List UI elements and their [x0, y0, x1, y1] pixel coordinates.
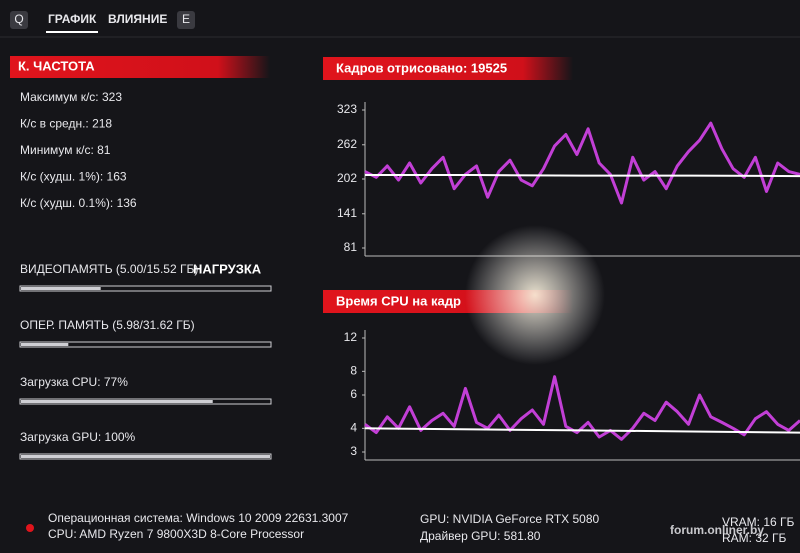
info: RAM: 32 ГБ: [722, 531, 787, 545]
y-tick-label: 262: [337, 137, 357, 151]
y-tick-label: 323: [337, 102, 357, 116]
key-label: E: [182, 12, 190, 26]
bar-label: ОПЕР. ПАМЯТЬ (5.98/31.62 ГБ): [20, 318, 195, 332]
y-tick-label: 3: [350, 444, 357, 458]
average-line: [364, 427, 800, 434]
y-tick-label: 4: [350, 421, 357, 435]
bar-label: Загрузка CPU: 77%: [20, 375, 128, 389]
y-tick-label: 81: [344, 240, 358, 254]
frame-line: [364, 375, 800, 441]
header: НАГРУЗКА: [193, 261, 262, 276]
info: VRAM: 16 ГБ: [722, 515, 795, 529]
bar-track: [19, 341, 272, 348]
y-tick-label: 141: [337, 206, 357, 220]
stat: К/с (худш. 1%): 163: [20, 170, 127, 184]
header-bar: [10, 56, 270, 78]
info: Драйвер GPU: 581.80: [420, 529, 541, 543]
average-line: [365, 174, 800, 178]
bar-track: [19, 285, 272, 292]
bar-fill: [21, 400, 213, 403]
tab[interactable]: ГРАФИК: [48, 12, 97, 26]
stat: Максимум к/с: 323: [20, 90, 122, 104]
bar-track: [19, 398, 272, 405]
info: GPU: NVIDIA GeForce RTX 5080: [420, 512, 600, 526]
header-bar: [323, 57, 573, 80]
key-label: Q: [14, 12, 23, 26]
frame-line: [364, 121, 800, 205]
stat: К/с (худш. 0.1%): 136: [20, 196, 137, 210]
glare: [465, 225, 605, 365]
chart-title: Время CPU на кадр: [336, 293, 461, 308]
tab[interactable]: ВЛИЯНИЕ: [108, 12, 167, 26]
bar-label: Загрузка GPU: 100%: [20, 430, 136, 444]
bar-label: ВИДЕОПАМЯТЬ (5.00/15.52 ГБ): [20, 262, 198, 276]
bar-fill: [21, 343, 69, 346]
info: Операционная система: Windows 10 2009 22…: [48, 511, 349, 525]
y-tick-label: 12: [344, 330, 358, 344]
key-box: [177, 11, 195, 29]
bar-track: [19, 453, 272, 460]
info: CPU: AMD Ryzen 7 9800X3D 8-Core Processo…: [48, 527, 304, 541]
key-box: [10, 11, 28, 29]
stat: К/с в средн.: 218: [20, 117, 112, 131]
y-tick-label: 6: [350, 387, 357, 401]
bar-fill: [21, 455, 270, 458]
chart-title: Кадров отрисовано: 19525: [336, 60, 507, 75]
watermark: forum.onliner.by: [670, 523, 764, 537]
tab-underline: [46, 31, 98, 33]
bar-fill: [21, 287, 101, 290]
status-dot: [26, 524, 34, 532]
y-tick-label: 8: [350, 364, 357, 378]
stat: Минимум к/с: 81: [20, 143, 111, 157]
y-tick-label: 202: [337, 171, 357, 185]
header: К. ЧАСТОТА: [18, 58, 95, 73]
